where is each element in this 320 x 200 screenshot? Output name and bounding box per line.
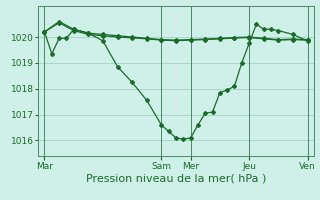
X-axis label: Pression niveau de la mer( hPa ): Pression niveau de la mer( hPa ) xyxy=(86,173,266,183)
